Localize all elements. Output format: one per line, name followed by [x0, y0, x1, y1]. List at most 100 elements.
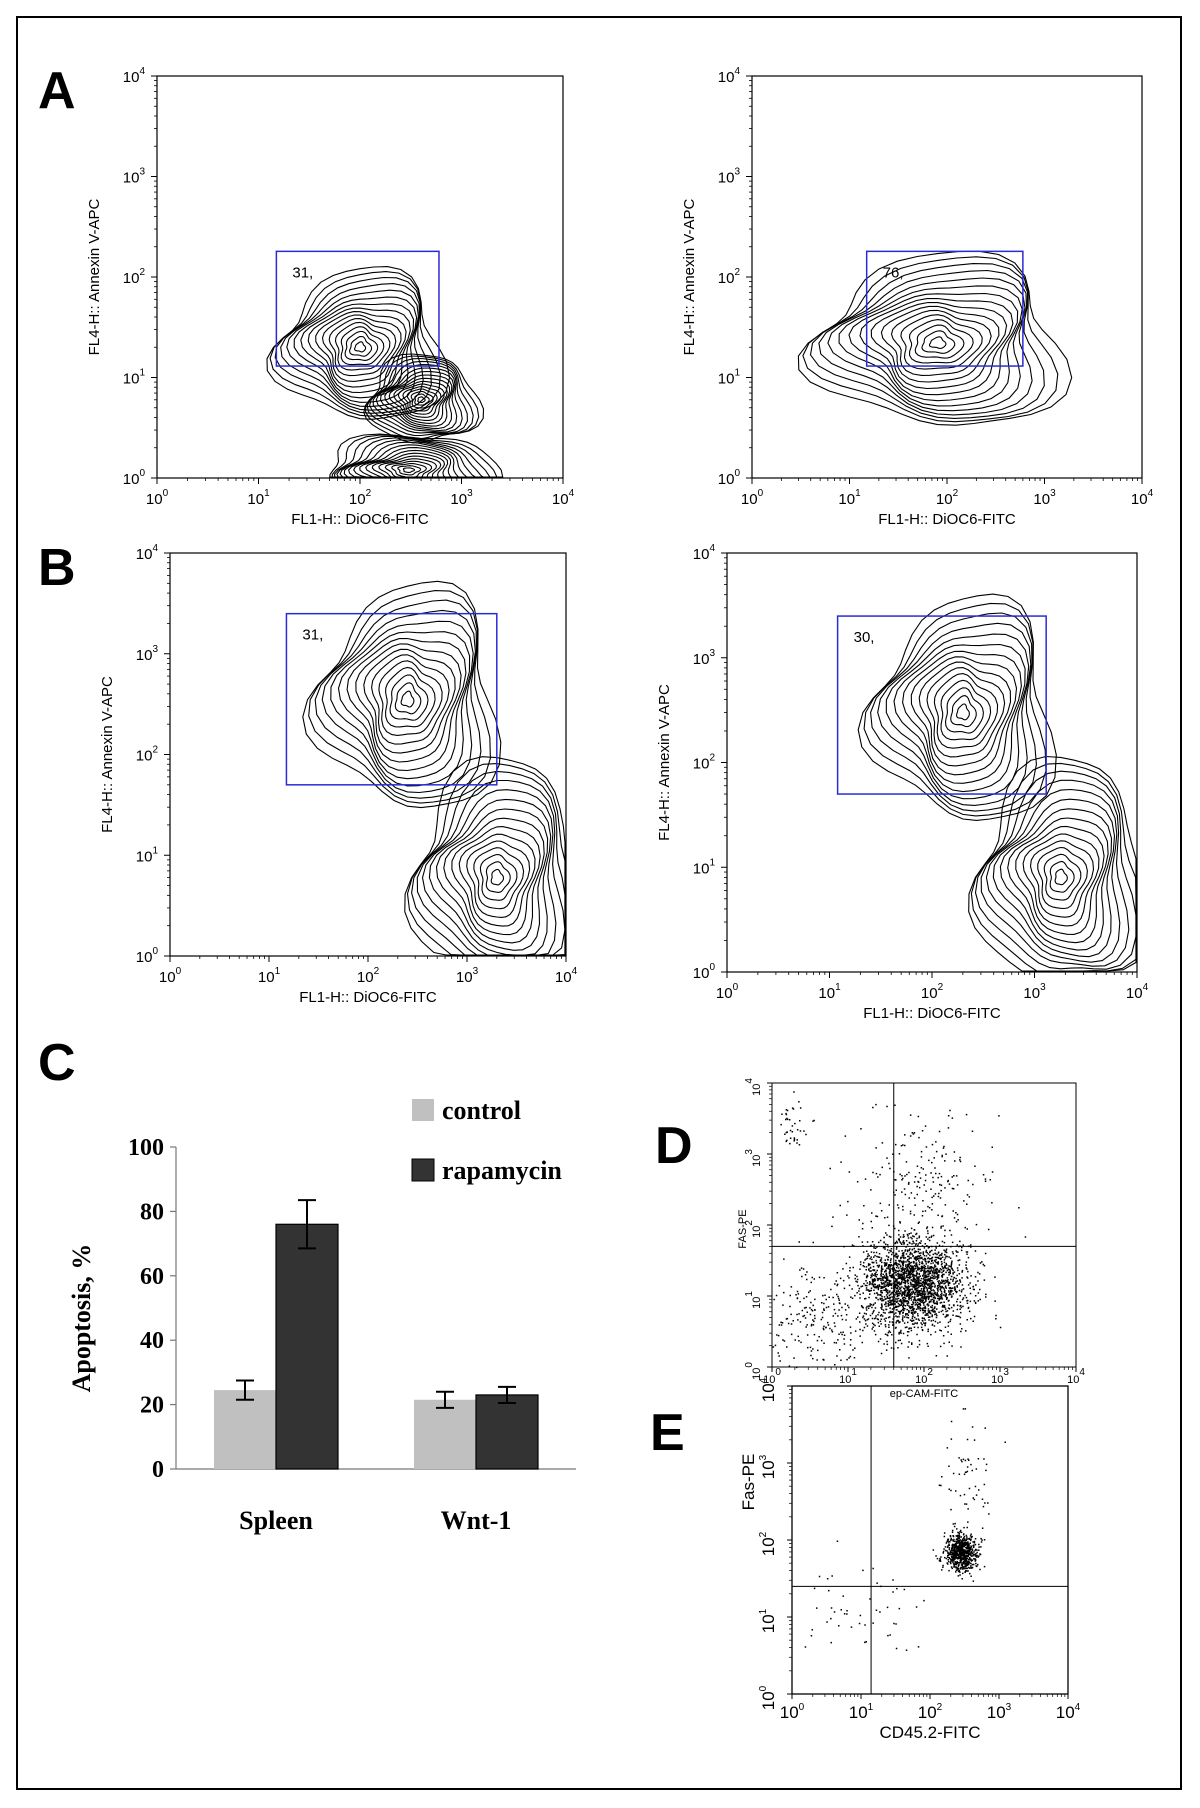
contour-line	[328, 318, 397, 377]
figure-frame	[16, 16, 1182, 1790]
x-tick-label: 104	[1056, 1702, 1081, 1722]
contour-line	[389, 674, 429, 721]
contour-line	[349, 335, 373, 357]
contour-line	[1029, 840, 1095, 918]
x-axis-label: FL1-H:: DiOC6-FITC	[863, 1005, 1001, 1022]
contour-line	[797, 250, 1073, 426]
x-tick-label: 102	[936, 488, 959, 508]
y-axis-label: FL4-H:: Annexin V-APC	[99, 676, 116, 833]
x-tick-label: 103	[456, 966, 479, 986]
y-tick-label: 103	[718, 167, 741, 187]
contour-line	[968, 755, 1137, 972]
x-axis-label: FL1-H:: DiOC6-FITC	[878, 511, 1016, 528]
y-tick-label: 20	[140, 1393, 164, 1419]
contour-line	[354, 341, 367, 353]
contour-line	[877, 622, 1032, 806]
panel-letter-a: A	[38, 62, 76, 120]
contour-line	[985, 788, 1121, 963]
y-tick-label: 102	[136, 745, 159, 765]
x-tick-label: 101	[849, 1702, 874, 1722]
contour-line	[344, 330, 379, 361]
contour-line	[337, 631, 471, 780]
contour-line	[402, 386, 442, 415]
x-tick-label: 100	[741, 488, 764, 508]
contour-line	[890, 309, 992, 376]
contour-line	[329, 433, 504, 478]
contour-line	[902, 650, 1022, 784]
y-tick-label: 103	[693, 648, 716, 668]
contour-line	[321, 314, 402, 382]
contour-line	[1054, 868, 1068, 886]
legend-swatch	[412, 1099, 434, 1121]
y-tick-label: 102	[718, 267, 741, 287]
contour-line	[384, 374, 453, 427]
contour-line	[443, 817, 545, 944]
contour-line	[1015, 825, 1105, 935]
bar-control	[214, 1390, 276, 1469]
contour-line	[458, 833, 536, 927]
y-tick-label: 101	[744, 1291, 763, 1309]
flow-plot-b-right: 10010010110110210210310310410430,FL1-H::…	[656, 543, 1149, 1022]
x-tick-label: 104	[555, 966, 578, 986]
y-tick-label: 102	[693, 753, 716, 773]
x-tick-label: 103	[991, 1367, 1009, 1386]
contour-line	[369, 360, 468, 434]
contour-line	[375, 367, 458, 432]
gate-box	[865, 250, 1024, 367]
bar-chart-apoptosis: 0 20 40 60 80 100 Spleen Wnt-1 Apoptosis, % contr…	[67, 1096, 576, 1535]
contour-line	[314, 599, 482, 799]
contour-line	[397, 465, 422, 476]
contour-line	[880, 305, 1000, 383]
x-tick-label: 102	[915, 1367, 933, 1386]
panel-letter-c: C	[38, 1034, 76, 1092]
contour-line	[414, 393, 430, 406]
x-tick-label: 101	[258, 966, 281, 986]
contour-line	[286, 289, 419, 408]
contour-line	[479, 853, 518, 901]
contour-line	[371, 654, 450, 745]
contour-line	[926, 667, 1006, 758]
event-dots	[780, 1091, 815, 1146]
contour-line	[388, 377, 451, 424]
y-tick-label: 80	[140, 1199, 164, 1225]
plot-frame	[771, 1082, 1077, 1368]
contour-line	[394, 682, 422, 715]
contour-line	[406, 388, 438, 412]
contour-line	[490, 868, 505, 886]
x-tick-label: 100	[780, 1702, 805, 1722]
category-label: Wnt-1	[441, 1506, 512, 1535]
x-tick-label: 103	[987, 1702, 1012, 1722]
event-dots	[804, 1540, 925, 1651]
y-axis-label: FL4-H:: Annexin V-APC	[656, 684, 673, 841]
y-tick-label: 101	[758, 1608, 778, 1633]
contour-line	[1037, 846, 1088, 910]
x-tick-label: 103	[1023, 982, 1046, 1002]
legend-label: rapamycin	[442, 1156, 562, 1185]
x-axis-label: FL1-H:: DiOC6-FITC	[299, 989, 437, 1006]
contour-line	[378, 660, 443, 736]
contour-line	[921, 330, 956, 354]
contour-line	[400, 690, 415, 708]
contour-line	[421, 789, 557, 956]
x-tick-label: 104	[1126, 982, 1149, 1002]
contour-line	[435, 808, 549, 951]
y-axis-label: Apoptosis, %	[67, 1244, 96, 1393]
contour-line	[980, 779, 1130, 967]
contour-line	[838, 285, 1023, 407]
contour-line	[848, 292, 1019, 402]
x-tick-label: 102	[357, 966, 380, 986]
y-tick-label: 102	[758, 1531, 778, 1556]
x-tick-label: 101	[839, 1367, 857, 1386]
bar-rapamycin	[275, 1223, 339, 1470]
category-label: Spleen	[239, 1506, 313, 1535]
y-tick-label: 100	[123, 468, 146, 488]
y-axis-label: FL4-H:: Annexin V-APC	[86, 198, 103, 355]
contour-line	[827, 277, 1026, 412]
gate-box	[285, 612, 498, 786]
event-dots	[772, 1241, 903, 1369]
y-tick-label: 101	[123, 368, 146, 388]
contour-line	[870, 612, 1037, 812]
x-tick-label: 103	[1033, 488, 1056, 508]
contour-line	[1007, 817, 1109, 944]
